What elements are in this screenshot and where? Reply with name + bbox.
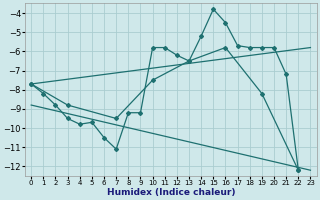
X-axis label: Humidex (Indice chaleur): Humidex (Indice chaleur) — [107, 188, 235, 197]
